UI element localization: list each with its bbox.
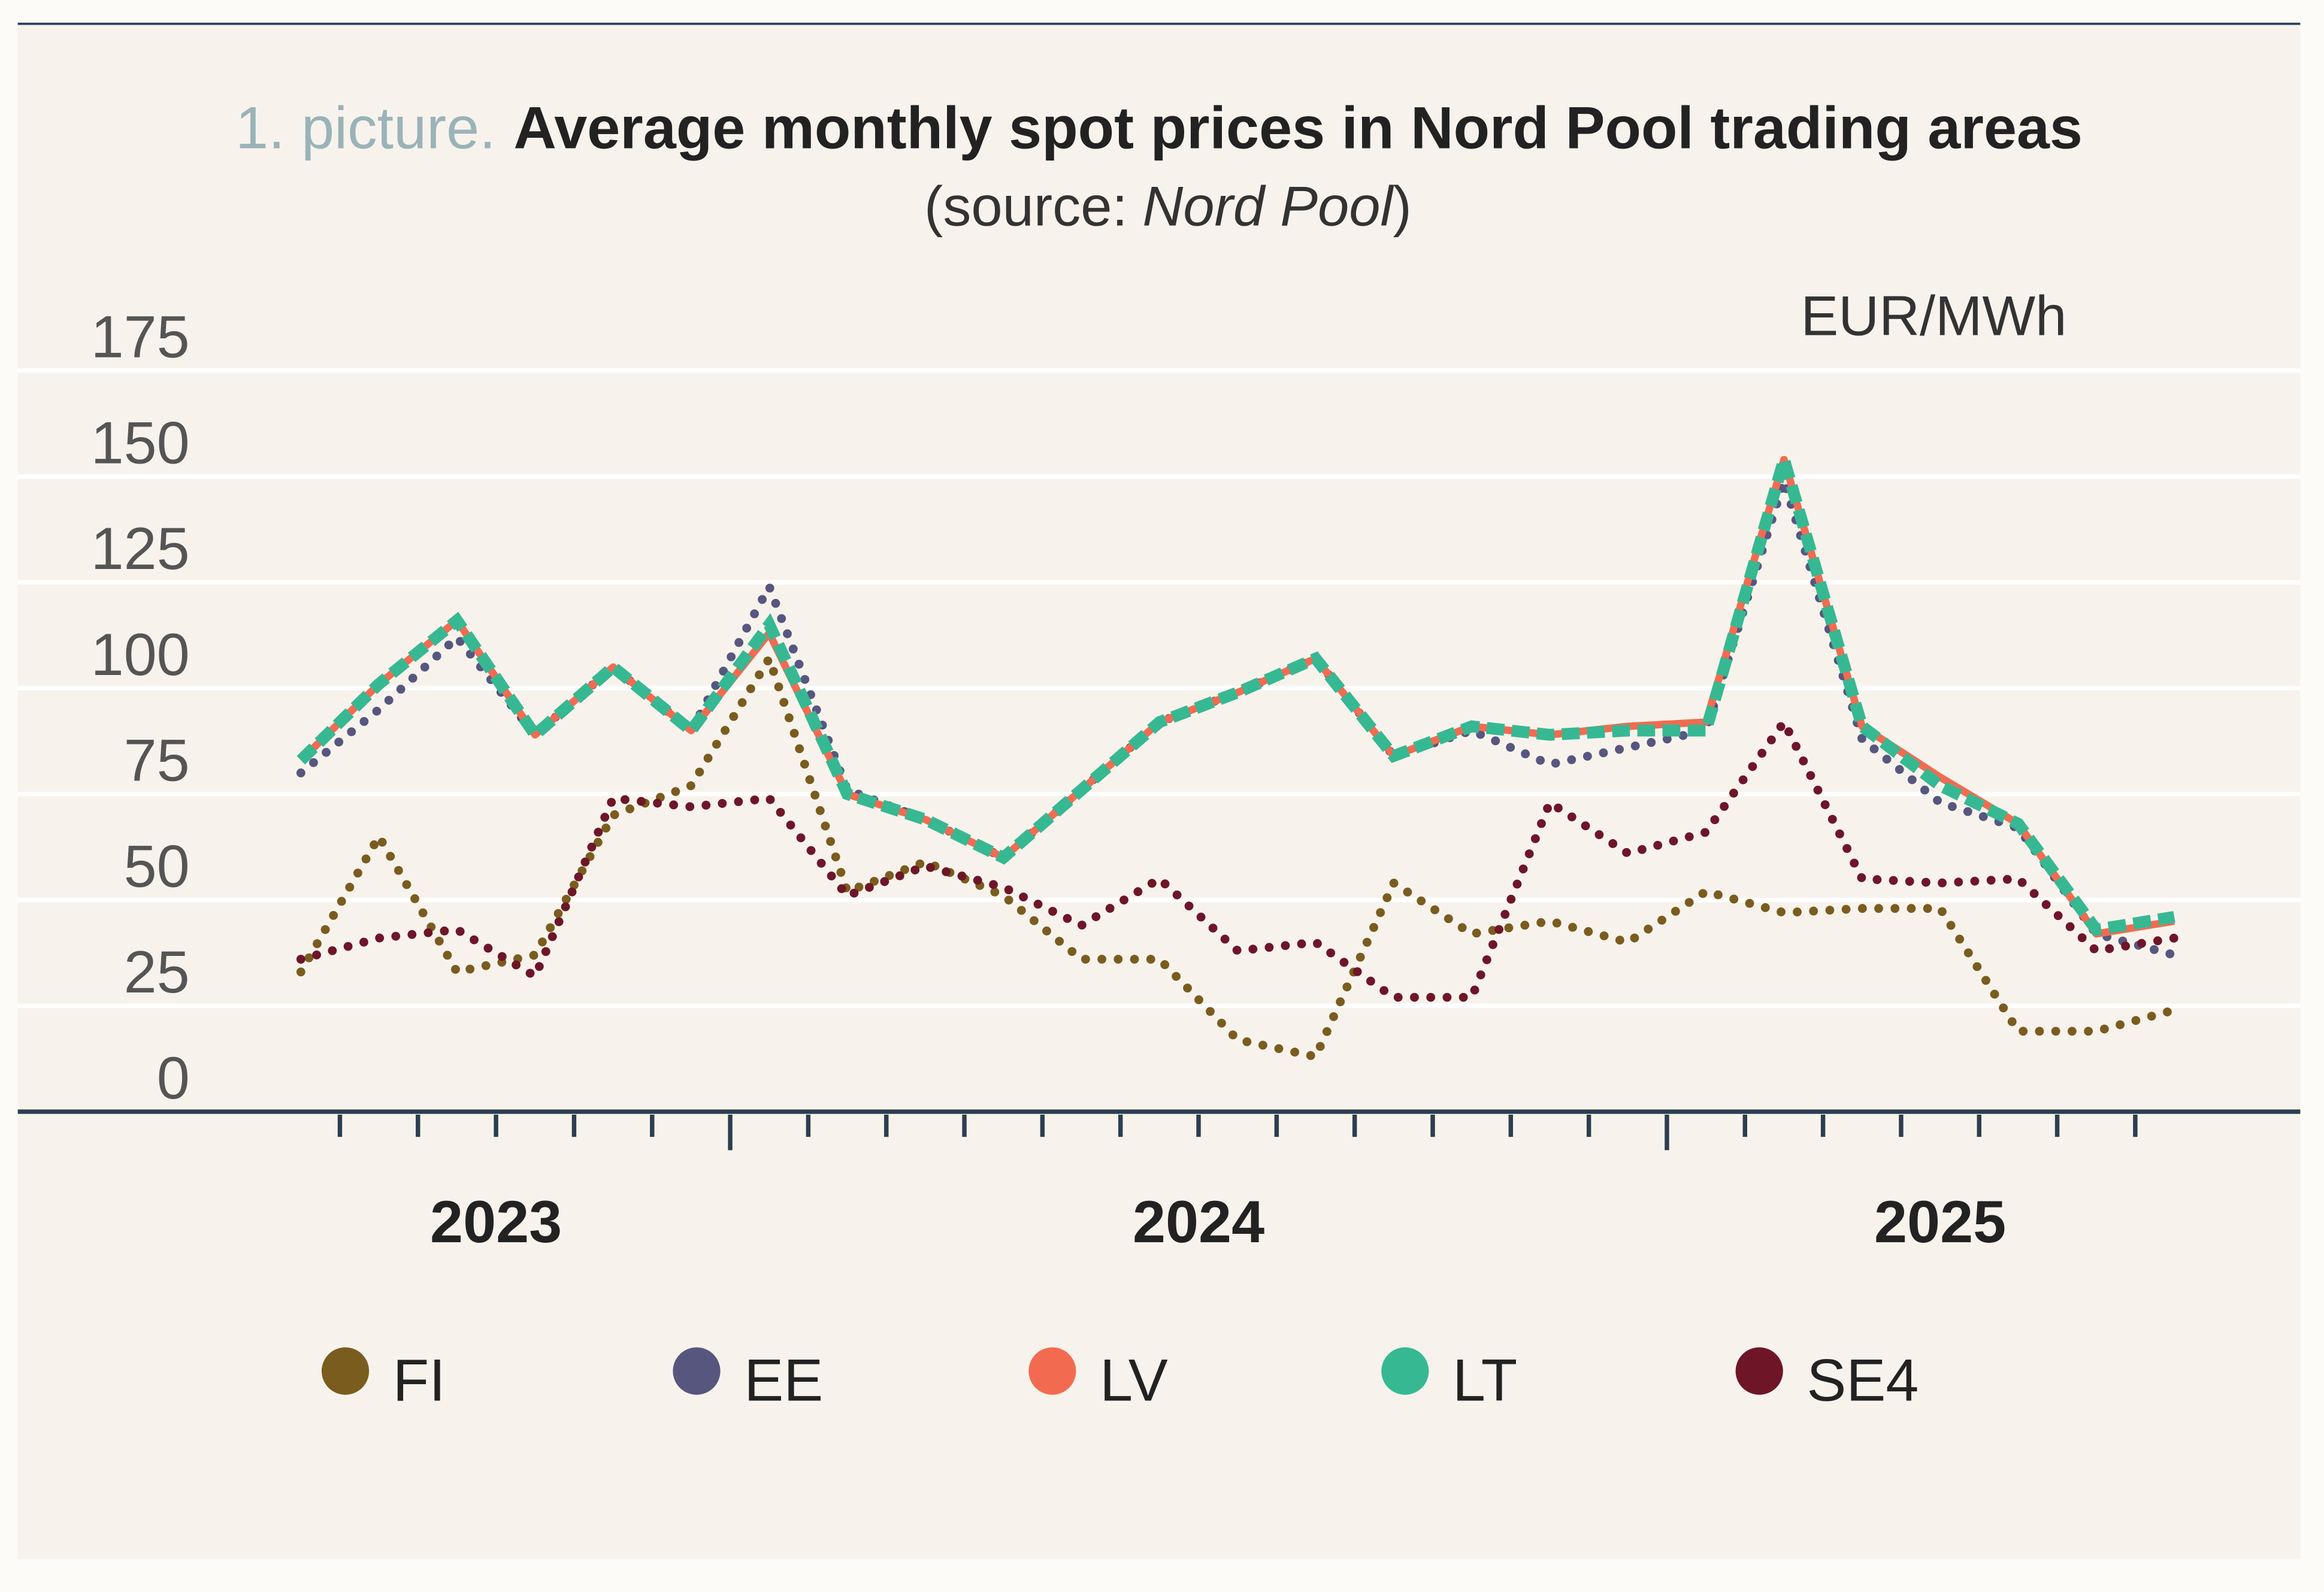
legend-marker — [1381, 1347, 1429, 1395]
chart-title: Average monthly spot prices in Nord Pool… — [513, 95, 2083, 161]
subtitle-text: (source: — [924, 174, 1128, 237]
y-tick-label: 150 — [91, 409, 190, 476]
legend-marker — [1735, 1347, 1783, 1395]
subtitle: (source: Nord Pool) — [924, 174, 1412, 237]
legend-label: FI — [393, 1347, 446, 1414]
x-group-label: 2023 — [430, 1188, 562, 1255]
panel — [17, 23, 2301, 1560]
y-tick-label: 50 — [124, 833, 190, 899]
y-tick-label: 175 — [91, 304, 190, 370]
y-tick-label: 25 — [124, 939, 190, 1005]
x-group-label: 2025 — [1874, 1188, 2006, 1255]
legend-label: EE — [744, 1347, 823, 1414]
subtitle-end: ) — [1393, 174, 1411, 237]
y-tick-label: 0 — [157, 1045, 190, 1111]
legend-label: LT — [1452, 1347, 1517, 1414]
subtitle-source: Nord Pool — [1142, 174, 1394, 237]
x-group-label: 2024 — [1133, 1188, 1264, 1255]
chart-title-group: 1. picture. Average monthly spot prices i… — [235, 95, 2083, 161]
y-tick-label: 75 — [124, 727, 190, 794]
y-tick-label: 100 — [91, 621, 190, 688]
series-line — [296, 648, 2179, 1062]
legend-marker — [673, 1347, 721, 1395]
legend-label: LV — [1100, 1347, 1168, 1414]
series-line — [296, 465, 2179, 960]
legend-marker — [321, 1347, 370, 1395]
y-tick-label: 125 — [91, 515, 190, 582]
series-line — [298, 456, 2175, 938]
legend-label: SE4 — [1806, 1347, 1918, 1414]
legend-marker — [1028, 1347, 1076, 1395]
series-line — [296, 713, 2179, 1002]
unit-label: EUR/MWh — [1801, 284, 2067, 347]
title-prefix: 1. picture. — [235, 95, 496, 161]
